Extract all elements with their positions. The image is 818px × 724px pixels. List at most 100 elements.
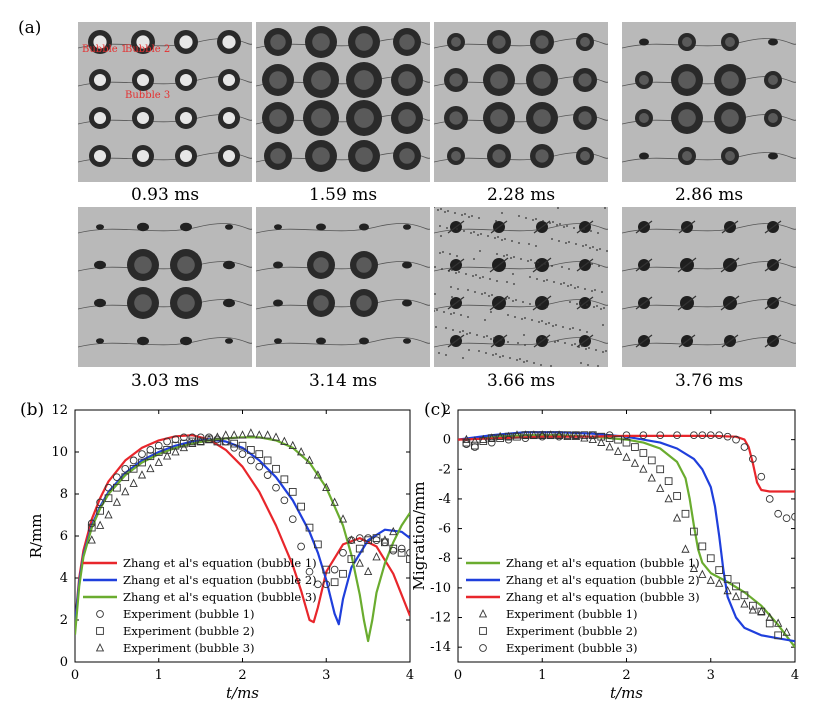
data-point [305, 523, 314, 532]
data-point [129, 464, 138, 473]
data-point [397, 544, 406, 553]
data-point [397, 548, 406, 557]
y-tick-label: -12 [430, 611, 451, 626]
data-point [479, 434, 488, 443]
data-point [112, 497, 122, 506]
data-point [588, 434, 597, 443]
data-point [213, 437, 222, 446]
data-point [471, 441, 479, 450]
x-tick-label: 1 [538, 668, 546, 683]
data-point [104, 494, 113, 503]
data-point [162, 451, 172, 460]
x-tick-label: 3 [707, 668, 715, 683]
frame-time-label: 2.86 ms [674, 185, 744, 205]
data-point [572, 431, 580, 440]
data-point [96, 498, 104, 507]
data-point [647, 473, 656, 482]
data-point [630, 458, 640, 467]
data-point [748, 605, 758, 614]
data-point [631, 443, 639, 451]
data-point [765, 619, 774, 628]
data-point [715, 431, 724, 440]
photo-frame: Bubble 1 Bubble 2 Bubble 3 [78, 22, 252, 182]
x-tick-label: 1 [155, 668, 163, 683]
data-point [313, 470, 323, 479]
bubble-label: Bubble 2 [125, 44, 170, 55]
data-point [757, 606, 766, 615]
data-point [129, 456, 138, 465]
data-point [87, 535, 96, 544]
data-point [479, 627, 487, 635]
data-point [782, 627, 791, 636]
data-point [121, 486, 130, 496]
data-point [246, 428, 256, 437]
data-point [339, 548, 347, 557]
data-point [180, 439, 188, 448]
legend-entry: Zhang et al's equation (bubble 1) [123, 556, 317, 570]
panel-label: (c) [424, 400, 447, 420]
y-tick-label: 6 [60, 529, 68, 544]
data-point [87, 523, 96, 532]
x-axis-label: t/ms [610, 684, 643, 702]
data-point [363, 566, 373, 576]
data-point [580, 433, 589, 442]
photo-frame [622, 207, 796, 367]
data-point [180, 433, 188, 442]
data-point [782, 514, 791, 523]
data-point [605, 431, 614, 440]
bubble-label: Bubble 1 [82, 44, 127, 55]
data-point [322, 565, 331, 574]
data-point [338, 514, 348, 523]
series-line [458, 434, 795, 648]
data-point [380, 535, 390, 544]
data-point [757, 607, 766, 616]
data-point [749, 601, 757, 610]
data-point [154, 457, 163, 466]
data-point [706, 431, 715, 440]
data-point [740, 591, 749, 600]
data-point [479, 644, 487, 652]
data-point [791, 512, 795, 521]
data-point [288, 515, 297, 524]
data-point [322, 580, 331, 589]
y-tick-label: 4 [60, 571, 68, 586]
data-point [656, 483, 665, 492]
data-point [622, 438, 631, 447]
data-point [588, 431, 597, 440]
data-point [372, 536, 381, 545]
data-point [681, 544, 690, 553]
series-line [458, 434, 795, 493]
data-point [479, 437, 488, 445]
data-point [238, 430, 247, 439]
data-point [673, 431, 681, 440]
data-point [571, 431, 581, 441]
y-tick-label: -10 [430, 581, 451, 596]
data-point [706, 575, 715, 584]
data-point [280, 475, 289, 484]
series-line [75, 434, 410, 625]
data-point [288, 440, 297, 450]
data-point [622, 452, 631, 461]
data-point [238, 441, 247, 450]
data-point [389, 526, 398, 536]
data-point [297, 502, 305, 511]
data-point [297, 542, 305, 551]
data-point [639, 431, 648, 440]
data-point [690, 431, 698, 440]
data-point [487, 434, 496, 443]
data-point [146, 452, 155, 461]
data-point [732, 435, 740, 444]
data-point [280, 496, 289, 505]
data-point [672, 513, 682, 522]
data-point [529, 430, 538, 439]
data-point [255, 462, 264, 471]
data-point [255, 430, 264, 439]
data-point [372, 552, 381, 561]
legend-entry: Zhang et al's equation (bubble 3) [506, 590, 700, 604]
data-point [330, 565, 339, 574]
data-point [563, 431, 572, 440]
data-point [221, 430, 230, 439]
x-tick-label: 4 [406, 668, 414, 683]
data-point [314, 580, 322, 589]
data-point [681, 509, 690, 518]
